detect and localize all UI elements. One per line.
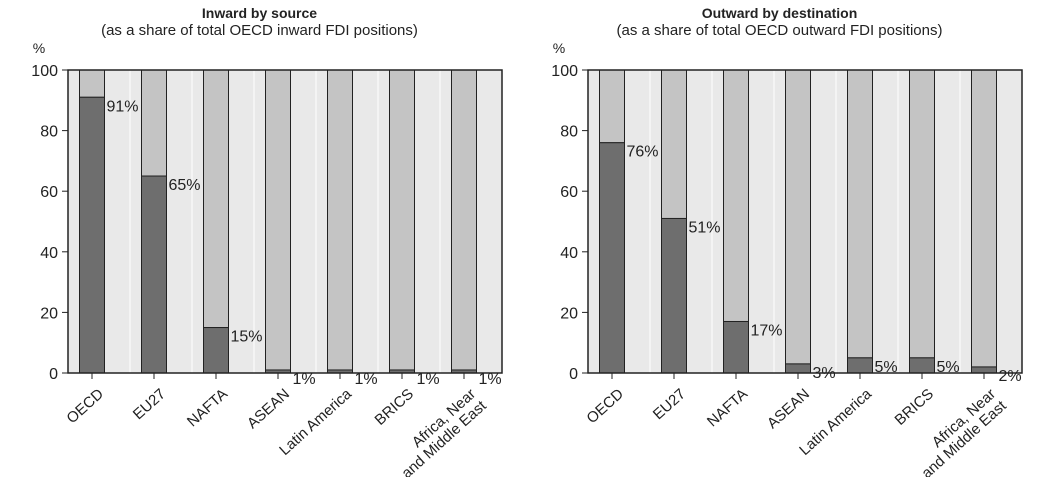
data-label: 5%: [937, 359, 960, 376]
chart-panel-inward: Inward by source (as a share of total OE…: [0, 0, 519, 477]
bar-remainder: [723, 69, 749, 322]
chart-panel-outward: Outward by destination (as a share of to…: [520, 0, 1039, 477]
x-tick-label-line: BRICS: [892, 386, 937, 429]
y-tick-label: 0: [569, 366, 578, 383]
bar-share: [79, 96, 105, 374]
x-tick-label-line: ASEAN: [244, 386, 293, 433]
x-tick-label: OECD: [63, 385, 107, 427]
chart-title: Outward by destination: [701, 5, 858, 21]
data-label: 5%: [875, 359, 898, 376]
bar-remainder: [451, 69, 477, 371]
data-label: 1%: [479, 371, 502, 388]
y-tick-label: 0: [49, 366, 58, 383]
bar-share: [203, 327, 229, 374]
x-tick-label-line: EU27: [130, 386, 169, 424]
x-tick-label: BRICS: [372, 386, 417, 429]
data-label: 1%: [417, 371, 440, 388]
x-tick-label-line: NAFTA: [704, 386, 751, 431]
y-tick-label: 20: [40, 305, 58, 322]
x-tick-label-line: OECD: [583, 385, 627, 427]
x-tick-label: EU27: [130, 386, 169, 424]
bar-remainder: [203, 69, 229, 329]
bar-share: [661, 217, 687, 374]
x-tick-label-line: NAFTA: [184, 386, 231, 431]
x-tick-label-line: BRICS: [372, 386, 417, 429]
data-label: 91%: [107, 98, 139, 115]
y-tick-label: 40: [40, 245, 58, 262]
bar-remainder: [141, 69, 167, 177]
chart-title: Inward by source: [201, 5, 318, 21]
plot-frame: [67, 69, 503, 374]
x-tick-label-line: ASEAN: [764, 386, 813, 433]
data-label: 51%: [689, 219, 721, 236]
x-tick-label: NAFTA: [704, 386, 751, 431]
x-tick-label: ASEAN: [244, 386, 293, 433]
y-tick-label: 60: [40, 184, 58, 201]
x-tick-label: OECD: [583, 385, 627, 427]
bar-share: [785, 363, 811, 374]
bar-remainder: [661, 69, 687, 219]
chart-subtitle: (as a share of total OECD inward FDI pos…: [101, 22, 418, 39]
plot-frame: [587, 69, 1023, 374]
bar-remainder: [785, 69, 811, 365]
y-tick-label: 60: [560, 184, 578, 201]
bar-remainder: [909, 69, 935, 359]
y-tick-label: 20: [560, 305, 578, 322]
y-tick-label: 80: [560, 124, 578, 141]
x-tick-label: NAFTA: [184, 386, 231, 431]
data-label: 15%: [231, 329, 263, 346]
chart-outward-svg: 020406080100%76%OECD51%EU2717%NAFTA3%ASE…: [551, 40, 1023, 477]
y-tick-label: 100: [31, 63, 58, 80]
data-label: 65%: [169, 177, 201, 194]
bar-share: [971, 366, 997, 374]
y-axis-label: %: [553, 40, 565, 56]
y-tick-label: 100: [551, 63, 578, 80]
x-tick-label: EU27: [650, 386, 689, 424]
bar-share: [909, 357, 935, 374]
data-label: 17%: [751, 322, 783, 339]
y-tick-label: 40: [560, 245, 578, 262]
x-tick-label-line: OECD: [63, 385, 107, 427]
bar-remainder: [327, 69, 353, 371]
data-label: 1%: [355, 371, 378, 388]
y-axis-label: %: [33, 40, 45, 56]
bar-remainder: [265, 69, 291, 371]
bar-remainder: [971, 69, 997, 368]
bar-share: [599, 142, 625, 374]
bar-share: [723, 320, 749, 374]
x-tick-label-line: EU27: [650, 386, 689, 424]
bar-share: [847, 357, 873, 374]
bar-remainder: [599, 69, 625, 144]
bar-remainder: [389, 69, 415, 371]
data-label: 2%: [999, 368, 1022, 385]
bar-remainder: [79, 69, 105, 98]
bar-share: [141, 175, 167, 374]
chart-inward-svg: 020406080100%91%OECD65%EU2715%NAFTA1%ASE…: [31, 40, 503, 477]
x-tick-label: ASEAN: [764, 386, 813, 433]
data-label: 76%: [627, 144, 659, 161]
x-tick-label: BRICS: [892, 386, 937, 429]
bar-remainder: [847, 69, 873, 359]
y-tick-label: 80: [40, 124, 58, 141]
chart-subtitle: (as a share of total OECD outward FDI po…: [616, 22, 943, 39]
data-label: 1%: [293, 371, 316, 388]
